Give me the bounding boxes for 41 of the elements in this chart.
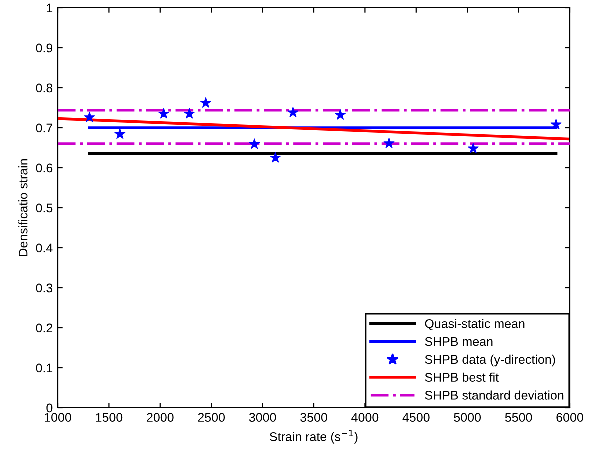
point: [184, 108, 196, 119]
legend-label: SHPB standard deviation: [425, 390, 564, 400]
legend-label: SHPB data (y-direction): [425, 354, 556, 367]
point: [84, 112, 96, 122]
point: [288, 107, 299, 118]
point: [384, 138, 395, 148]
y-tick-label: 0: [46, 404, 53, 413]
legend-label: SHPB mean: [425, 337, 493, 346]
x-tick-label: 2500: [198, 413, 226, 422]
y-tick-label: 0.7: [36, 124, 53, 133]
x-tick-label: 5500: [505, 413, 532, 422]
point: [114, 128, 126, 140]
y-tick-label: 0.9: [36, 44, 53, 53]
legend-label: SHPB best fit: [425, 372, 499, 382]
x-tick-label: 4000: [352, 413, 379, 422]
x-tick-label: 2000: [147, 413, 174, 422]
point: [468, 143, 479, 154]
x-tick-label: 6000: [556, 413, 584, 422]
point: [335, 109, 346, 120]
y-tick-label: 0.6: [36, 164, 53, 173]
x-tick-label: 3500: [300, 413, 328, 422]
y-tick-label: 0.3: [36, 284, 53, 293]
legend-label: Quasi-static mean: [425, 319, 525, 331]
x-tick-label: 4500: [402, 413, 430, 422]
y-tick-label: 1: [47, 4, 53, 13]
y-tick-label: 0.1: [36, 364, 53, 373]
point: [550, 119, 562, 130]
x-tick-label: 1500: [96, 413, 123, 422]
x-tick-label: 5000: [454, 413, 482, 422]
y-tick-label: 0.5: [36, 204, 53, 213]
y-tick-label: 0.8: [36, 84, 53, 93]
y-axis-title: Densificatio strain: [18, 159, 28, 256]
x-tick-label: 3000: [249, 413, 276, 422]
y-tick-label: 0.4: [36, 244, 53, 253]
point: [270, 152, 282, 163]
point: [249, 138, 260, 150]
point: [158, 108, 170, 119]
y-tick-label: 0.2: [36, 324, 53, 333]
x-axis-title: Strain rate (s$^{−1}$): [270, 430, 358, 444]
x-tick-label: 1000: [45, 413, 72, 422]
point: [200, 97, 212, 108]
